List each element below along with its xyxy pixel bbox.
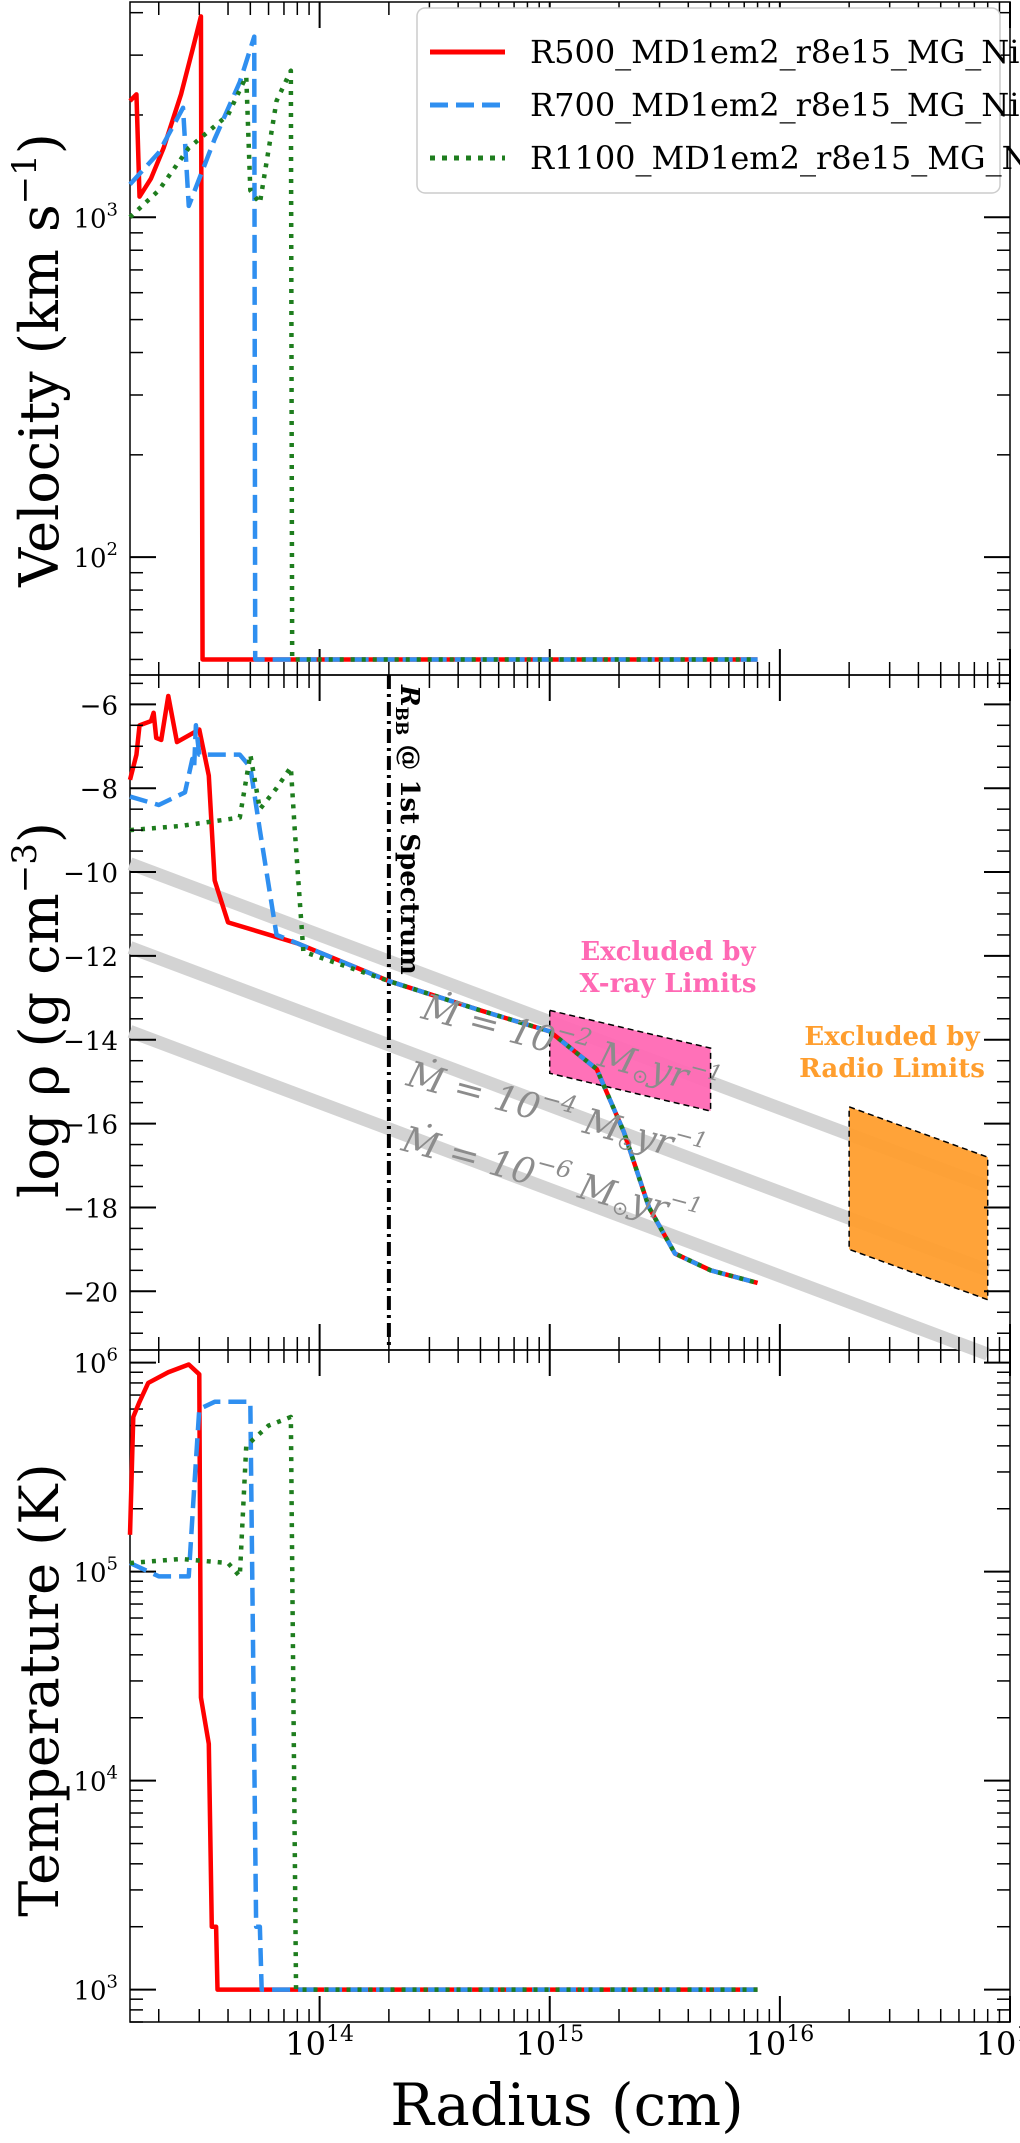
temperature-ticks [130,1350,1011,2023]
temperature-ytick-labels: 103 104 105 106 [73,1345,118,2007]
exclusion-region [848,1105,989,1301]
series-line [128,14,758,662]
temperature-series [127,1362,758,1992]
legend-label-r700: R700_MD1em2_r8e15_MG_Ni [530,86,1019,124]
y-tick-label: −18 [63,1194,118,1224]
xray-region-label: Excluded by [580,937,756,967]
x-tick-label: 1015 [515,2022,584,2063]
radio-region-label: Excluded by [804,1022,980,1052]
radio-region-label-2: Radio Limits [799,1054,985,1084]
y-tick-label: 102 [73,539,118,574]
x-tick-label: 1016 [746,2022,815,2063]
x-tick-labels: 1014 1015 1016 1017 [285,2022,1020,2063]
legend-label-r1100: R1100_MD1em2_r8e15_MG_Ni [530,139,1020,177]
panel-frame [129,1349,1011,2023]
y-tick-label: −6 [80,691,118,721]
velocity-series [128,14,758,662]
legend: R500_MD1em2_r8e15_MG_Ni R700_MD1em2_r8e1… [416,7,1020,194]
density-panel: RBB @ 1st Spectrum −6 −8 −10 −12 −14 −16 −18 −2… [5,675,1011,1361]
series-line [129,1399,758,1992]
y-tick-label: −10 [63,859,118,889]
series-line [127,1362,758,1992]
exclusion-region [548,1009,712,1112]
velocity-ytick-labels: 102 103 [73,199,118,574]
rbb-label: RBB @ 1st Spectrum [391,684,424,975]
mass-loss-reference-line [127,1025,990,1361]
y-tick-label: −14 [63,1027,118,1057]
series-line [129,1414,758,1992]
y-tick-label: 106 [73,1345,118,1380]
density-series [127,693,759,1286]
panel-frames [129,1,1011,2023]
x-tick-label: 1014 [285,2022,354,2063]
xray-region-label-2: X-ray Limits [580,969,757,999]
velocity-ylabel: Velocity (km s−1) [5,133,71,588]
exclusion-regions [548,1009,989,1301]
series-line [129,723,759,1286]
y-tick-label: −20 [63,1278,118,1308]
density-ticks [130,675,1011,1350]
temperature-ylabel: Temperature (K) [8,1463,71,1916]
y-tick-label: 103 [73,1972,118,2007]
y-tick-label: −8 [80,775,118,805]
temperature-panel: 103 104 105 106 Temperature (K) [8,1345,1011,2023]
x-axis-label: Radius (cm) [390,2071,744,2139]
series-line [128,68,758,662]
velocity-panel: 102 103 Velocity (km s−1) R500_MD1em2_r8e… [5,2,1020,675]
y-tick-label: 105 [73,1554,118,1589]
y-tick-label: −12 [63,943,118,973]
legend-frame [416,7,1001,194]
legend-label-r500: R500_MD1em2_r8e15_MG_Ni [530,33,1019,71]
density-ytick-labels: −6 −8 −10 −12 −14 −16 −18 −20 [63,691,118,1308]
y-tick-label: 104 [73,1763,118,1798]
y-tick-label: −16 [63,1111,118,1141]
x-tick-label: 1017 [976,2022,1020,2063]
y-tick-label: 103 [73,199,118,234]
series-line [128,34,758,662]
mass-loss-reference-line [127,941,990,1277]
density-ylabel: log ρ (g cm−3) [5,822,71,1198]
